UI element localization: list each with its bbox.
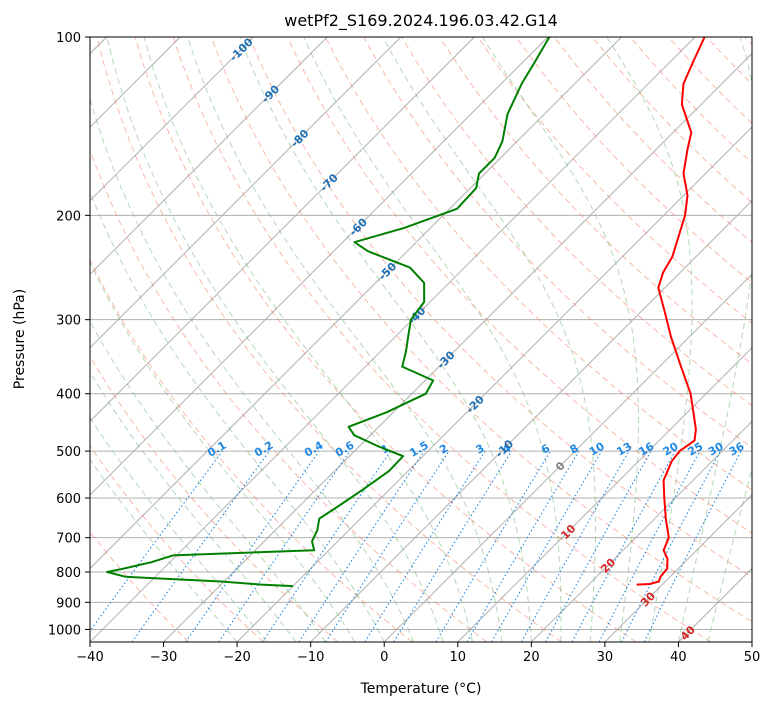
dry-adiabat-line: [286, 37, 752, 534]
moist-adiabat-line: [90, 370, 297, 642]
x-tick-label: −40: [76, 650, 103, 665]
mixing-ratio-line: [185, 450, 320, 642]
isotherm-line: [163, 52, 752, 642]
moist-adiabat-line: [90, 96, 415, 642]
mixing-ratio-line: [545, 450, 652, 642]
mixing-ratio-line: [262, 450, 391, 642]
isotherm-line: [236, 126, 752, 642]
mixing-ratio-line: [393, 450, 513, 642]
moist-adiabat-line: [106, 37, 444, 642]
axis-ticks: −40 −30 −20 −10 0 10 20 30 40 50 100 200 300 400 500 60…: [48, 31, 760, 665]
dry-adiabat-line: [96, 37, 562, 642]
x-tick-label: −20: [223, 650, 250, 665]
y-tick-label: 1000: [48, 623, 81, 638]
moist-adiabat-line: [90, 320, 326, 642]
isotherm-line: [90, 37, 328, 275]
dry-adiabat-line: [90, 258, 413, 642]
moist-adiabat-line: [707, 466, 752, 642]
moist-adiabat-line: [482, 37, 639, 642]
y-tick-label: 400: [56, 388, 81, 403]
moist-adiabat-line: [90, 190, 385, 642]
isotherm-line: [383, 273, 752, 642]
dry-adiabat-line: [90, 355, 339, 642]
y-tick-label: 800: [56, 566, 81, 581]
y-tick-label: 700: [56, 532, 81, 547]
y-tick-label: 600: [56, 492, 81, 507]
x-tick-label: 40: [670, 650, 687, 665]
moist-adiabat-line: [90, 458, 238, 642]
x-tick-label: 10: [450, 650, 467, 665]
mixing-ratio-line: [218, 450, 351, 642]
x-tick-label: 50: [744, 650, 761, 665]
mixing-ratio-line: [298, 450, 425, 642]
mixing-ratio-line: [131, 450, 270, 642]
isotherm-line: [90, 37, 402, 349]
moist-adiabat-line: [303, 37, 562, 642]
dry-adiabat-line: [248, 37, 752, 578]
dry-adiabat-line: [210, 37, 752, 623]
mixing-ratio-line: [521, 450, 630, 642]
isotherm-line: [90, 37, 254, 202]
isotherm-line: [90, 37, 622, 570]
x-tick-label: 0: [380, 650, 388, 665]
dry-adiabat-line: [90, 445, 264, 642]
y-tick-label: 100: [56, 31, 81, 46]
isotherm-line: [90, 37, 549, 496]
y-tick-label: 500: [56, 445, 81, 460]
chart-title: wetPf2_S169.2024.196.03.42.G14: [284, 11, 558, 31]
isotherm-line: [531, 420, 752, 642]
x-tick-label: −10: [297, 650, 324, 665]
moist-adiabat-line: [606, 37, 693, 642]
y-tick-label: 300: [56, 314, 81, 329]
mixing-ratio-line: [90, 450, 223, 632]
mixing-ratio-line: [643, 450, 742, 642]
moist-adiabat-line: [187, 37, 503, 642]
dewpoint-profile-line: [106, 37, 551, 588]
temperature-profile-line: [636, 37, 706, 586]
dry-adiabat-line: [325, 37, 752, 491]
x-tick-label: 30: [597, 650, 614, 665]
moist-adiabat-line: [143, 37, 473, 642]
plot-frame: [89, 36, 753, 643]
x-tick-label: −30: [150, 650, 177, 665]
mixing-ratio-line: [571, 450, 676, 642]
dry-adiabat-line: [172, 37, 712, 642]
dry-adiabat-line: [134, 37, 637, 642]
isotherm-line: [90, 37, 696, 642]
moist-adiabat-line: [90, 416, 267, 642]
mixing-ratio-line: [325, 450, 450, 642]
moist-adiabat-line: [239, 37, 532, 642]
moist-adiabat-line: [90, 261, 356, 642]
moist-adiabat-line: [382, 37, 597, 642]
y-tick-label: 200: [56, 209, 81, 224]
y-axis-label: Pressure (hPa): [12, 289, 28, 389]
x-tick-label: 20: [523, 650, 540, 665]
y-tick-label: 900: [56, 596, 81, 611]
isotherm-line: [604, 494, 752, 642]
isotherm-line: [457, 347, 752, 642]
moist-adiabat-line: [677, 37, 752, 642]
isotherm-line: [90, 37, 475, 422]
x-axis-label: Temperature (°C): [360, 681, 482, 697]
